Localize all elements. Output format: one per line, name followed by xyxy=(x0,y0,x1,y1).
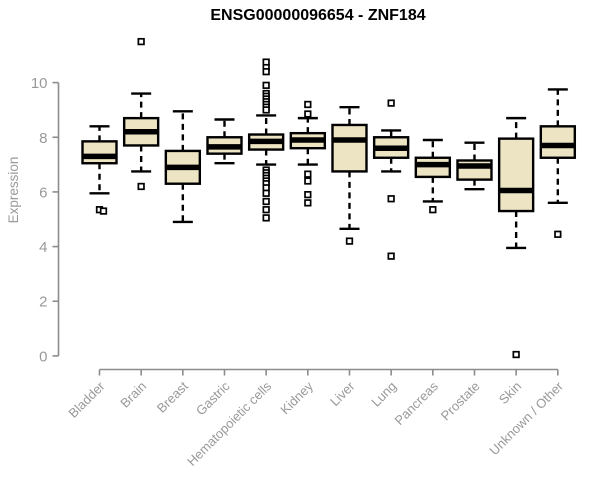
x-tick-label-skin: Skin xyxy=(496,379,524,407)
boxplot-prostate xyxy=(456,141,493,191)
chart-title: ENSG00000096654 - ZNF184 xyxy=(210,7,426,24)
boxplot-breast xyxy=(164,110,202,224)
outlier-point xyxy=(304,100,312,109)
outlier-point xyxy=(304,177,312,185)
outlier-point xyxy=(387,252,395,260)
iqr-box xyxy=(81,140,118,165)
x-tick-label-brain: Brain xyxy=(117,379,149,411)
outlier-point xyxy=(262,189,270,197)
outlier-point xyxy=(262,206,270,214)
outlier-point xyxy=(304,110,312,118)
x-tick-label-prostate: Prostate xyxy=(438,379,483,424)
iqr-box xyxy=(331,123,368,173)
outlier-point xyxy=(262,106,270,114)
x-tick-label-bladder: Bladder xyxy=(65,378,108,421)
outlier-point xyxy=(137,182,145,191)
boxplot-kidney xyxy=(289,100,327,207)
x-tick-label-unknown-other: Unknown / Other xyxy=(486,378,566,458)
iqr-box xyxy=(497,137,535,213)
outlier-point xyxy=(262,81,270,89)
outlier-point xyxy=(554,230,562,238)
x-tick-label-gastric: Gastric xyxy=(193,378,233,418)
outlier-point xyxy=(99,207,108,215)
boxplot-liver xyxy=(331,105,368,245)
y-tick-label: 4 xyxy=(39,239,47,256)
y-tick-label: 2 xyxy=(39,294,47,311)
boxplot-hematopoietic-cells xyxy=(247,58,285,222)
x-tick-label-lung: Lung xyxy=(368,379,399,410)
outlier-point xyxy=(262,197,270,206)
outlier-point xyxy=(512,350,520,359)
outlier-point xyxy=(304,199,312,207)
outlier-point xyxy=(304,191,312,199)
y-axis: 0 2 4 6 8 10 xyxy=(31,75,60,365)
boxplot-lung xyxy=(372,99,410,260)
y-tick-label: 6 xyxy=(39,184,47,201)
boxplot-unknown-other xyxy=(539,88,577,238)
boxplot-brain xyxy=(122,37,160,191)
outlier-point xyxy=(387,99,395,107)
x-tick-label-pancreas: Pancreas xyxy=(391,378,441,428)
x-tick-label-kidney: Kidney xyxy=(277,378,316,417)
boxplot-gastric xyxy=(206,118,243,165)
outlier-point xyxy=(345,237,354,245)
outlier-point xyxy=(262,68,270,76)
outlier-point xyxy=(137,37,145,46)
x-tick-label-liver: Liver xyxy=(327,378,358,409)
boxplot-bladder xyxy=(81,125,118,215)
y-tick-label: 0 xyxy=(39,348,47,365)
y-tick-label: 8 xyxy=(39,130,47,147)
boxplot-skin xyxy=(497,116,535,359)
outlier-point xyxy=(262,214,270,222)
boxplot-pancreas xyxy=(414,138,452,214)
outlier-point xyxy=(429,206,437,214)
outlier-point xyxy=(387,195,395,203)
outlier-point xyxy=(304,170,312,178)
iqr-box xyxy=(539,125,577,159)
y-tick-label: 10 xyxy=(31,75,48,92)
x-tick-label-breast: Breast xyxy=(154,378,191,415)
